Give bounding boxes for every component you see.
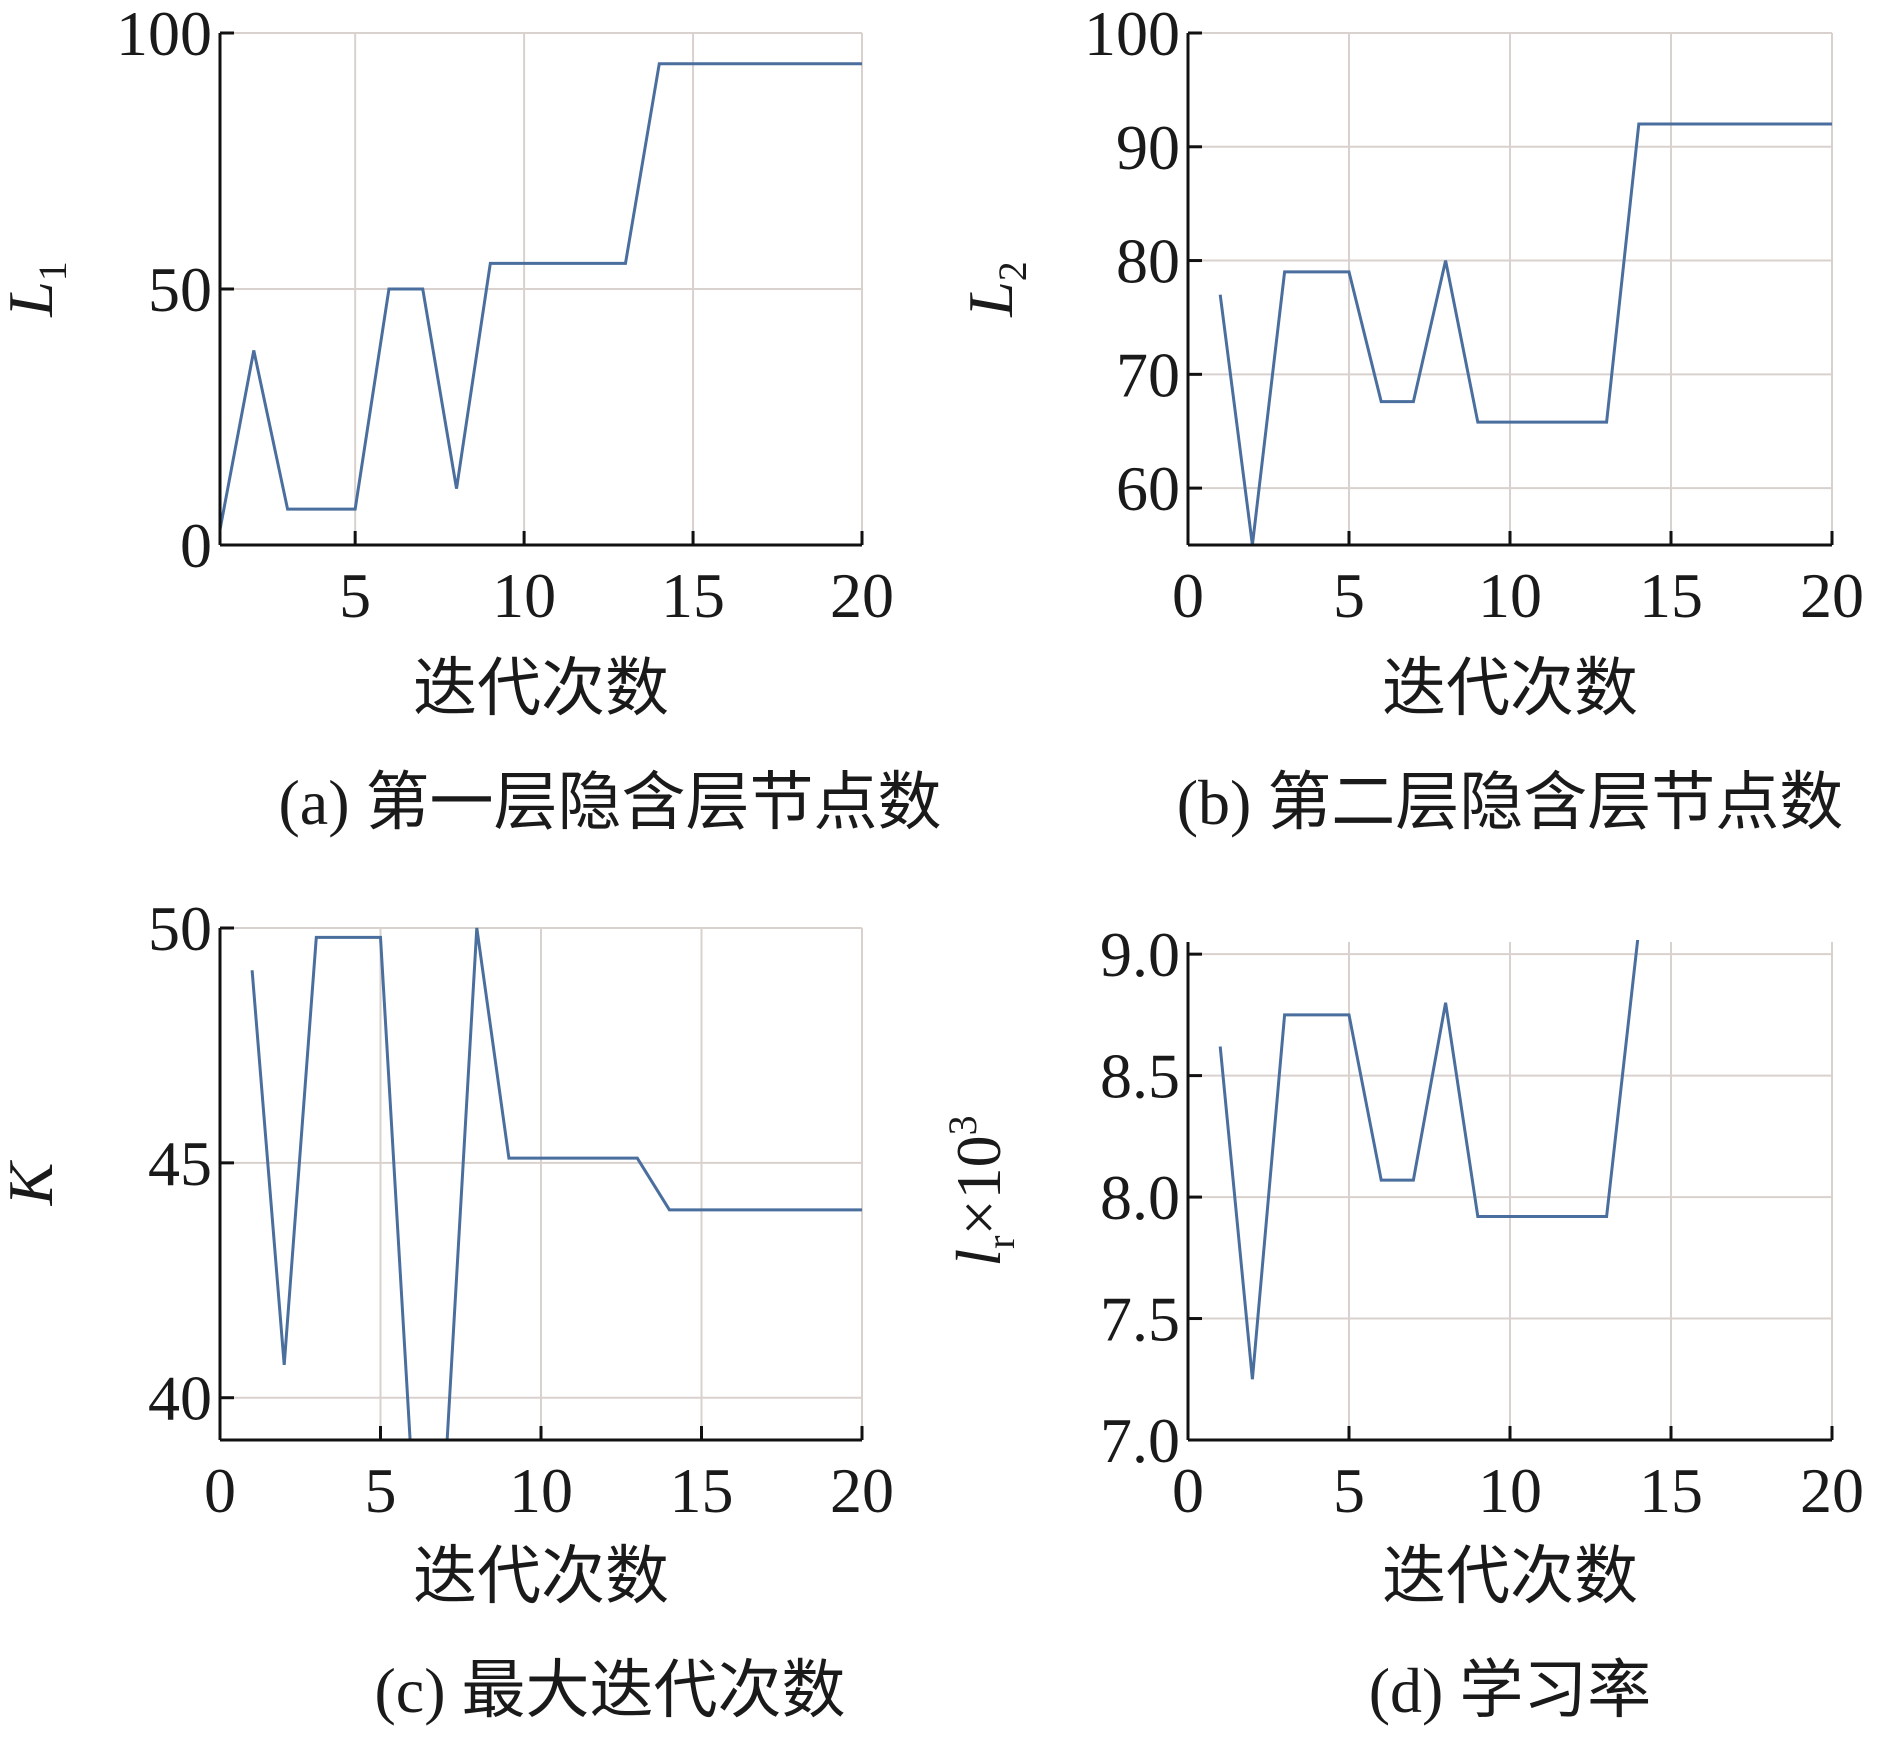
y-tick-label: 7.5 [1100, 1284, 1180, 1355]
panel-caption: (c) 最大迭代次数 [374, 1655, 845, 1726]
x-tick-label: 5 [1333, 1455, 1365, 1526]
y-tick-label: 7.0 [1100, 1405, 1180, 1476]
y-tick-label: 8.0 [1100, 1162, 1180, 1233]
x-axis-label: 迭代次数 [1382, 653, 1638, 724]
x-tick-label: 15 [670, 1455, 734, 1526]
x-axis-label: 迭代次数 [413, 653, 669, 724]
panel-caption: (a) 第一层隐含层节点数 [278, 767, 941, 838]
panel-caption: (b) 第二层隐含层节点数 [1177, 767, 1844, 838]
series-line [220, 62, 862, 530]
y-axis-label: L2 [955, 261, 1035, 318]
x-tick-label: 15 [1639, 1455, 1703, 1526]
x-tick-label: 20 [1800, 560, 1864, 631]
x-axis-label: 迭代次数 [413, 1541, 669, 1612]
y-axis-label: L1 [0, 261, 75, 318]
y-tick-label: 45 [148, 1128, 212, 1199]
x-tick-label: 20 [830, 1455, 894, 1526]
y-tick-label: 50 [148, 254, 212, 325]
x-tick-label: 5 [1333, 560, 1365, 631]
x-tick-label: 0 [204, 1455, 236, 1526]
x-tick-label: 20 [830, 560, 894, 631]
x-tick-label: 5 [365, 1455, 397, 1526]
y-tick-label: 100 [1084, 0, 1180, 69]
x-tick-label: 10 [509, 1455, 573, 1526]
y-axis-label: lr×103 [940, 1115, 1023, 1266]
y-tick-label: 9.0 [1100, 919, 1180, 990]
x-tick-label: 5 [339, 560, 371, 631]
y-tick-label: 8.5 [1100, 1041, 1180, 1112]
x-tick-label: 0 [1172, 560, 1204, 631]
panel-caption: (d) 学习率 [1369, 1655, 1652, 1726]
y-tick-label: 100 [116, 0, 212, 69]
panel-a: 5 10 15 20 0 50 100 迭代次数 L1 (a) 第一层隐含层节点数 [0, 0, 942, 838]
y-axis-label: K [0, 1159, 66, 1206]
y-tick-label: 70 [1116, 339, 1180, 410]
x-tick-label: 0 [1172, 1455, 1204, 1526]
x-tick-label: 20 [1800, 1455, 1864, 1526]
y-tick-label: 0 [180, 510, 212, 581]
y-tick-label: 80 [1116, 226, 1180, 297]
panel-d: 0 5 10 15 20 7.0 7.5 8.0 8.5 9.0 迭代次数 lr×103 (d) 学习率 [940, 919, 1864, 1726]
series-line [250, 927, 862, 1440]
x-tick-label: 15 [661, 560, 725, 631]
x-tick-label: 15 [1639, 560, 1703, 631]
panel-b: 0 5 10 15 20 60 70 80 90 100 迭代次数 L2 (b) 第二层隐含层节点数 [955, 0, 1864, 838]
y-tick-label: 60 [1116, 453, 1180, 524]
series-line [1218, 940, 1640, 1380]
series-line [1218, 122, 1832, 545]
y-tick-label: 40 [148, 1363, 212, 1434]
x-axis-label: 迭代次数 [1382, 1541, 1638, 1612]
x-tick-label: 10 [1478, 1455, 1542, 1526]
y-tick-label: 90 [1116, 112, 1180, 183]
panel-c: 0 5 10 15 20 40 45 50 迭代次数 K (c) 最大迭代次数 [0, 893, 894, 1726]
x-tick-label: 10 [492, 560, 556, 631]
y-tick-label: 50 [148, 893, 212, 964]
x-tick-label: 10 [1478, 560, 1542, 631]
